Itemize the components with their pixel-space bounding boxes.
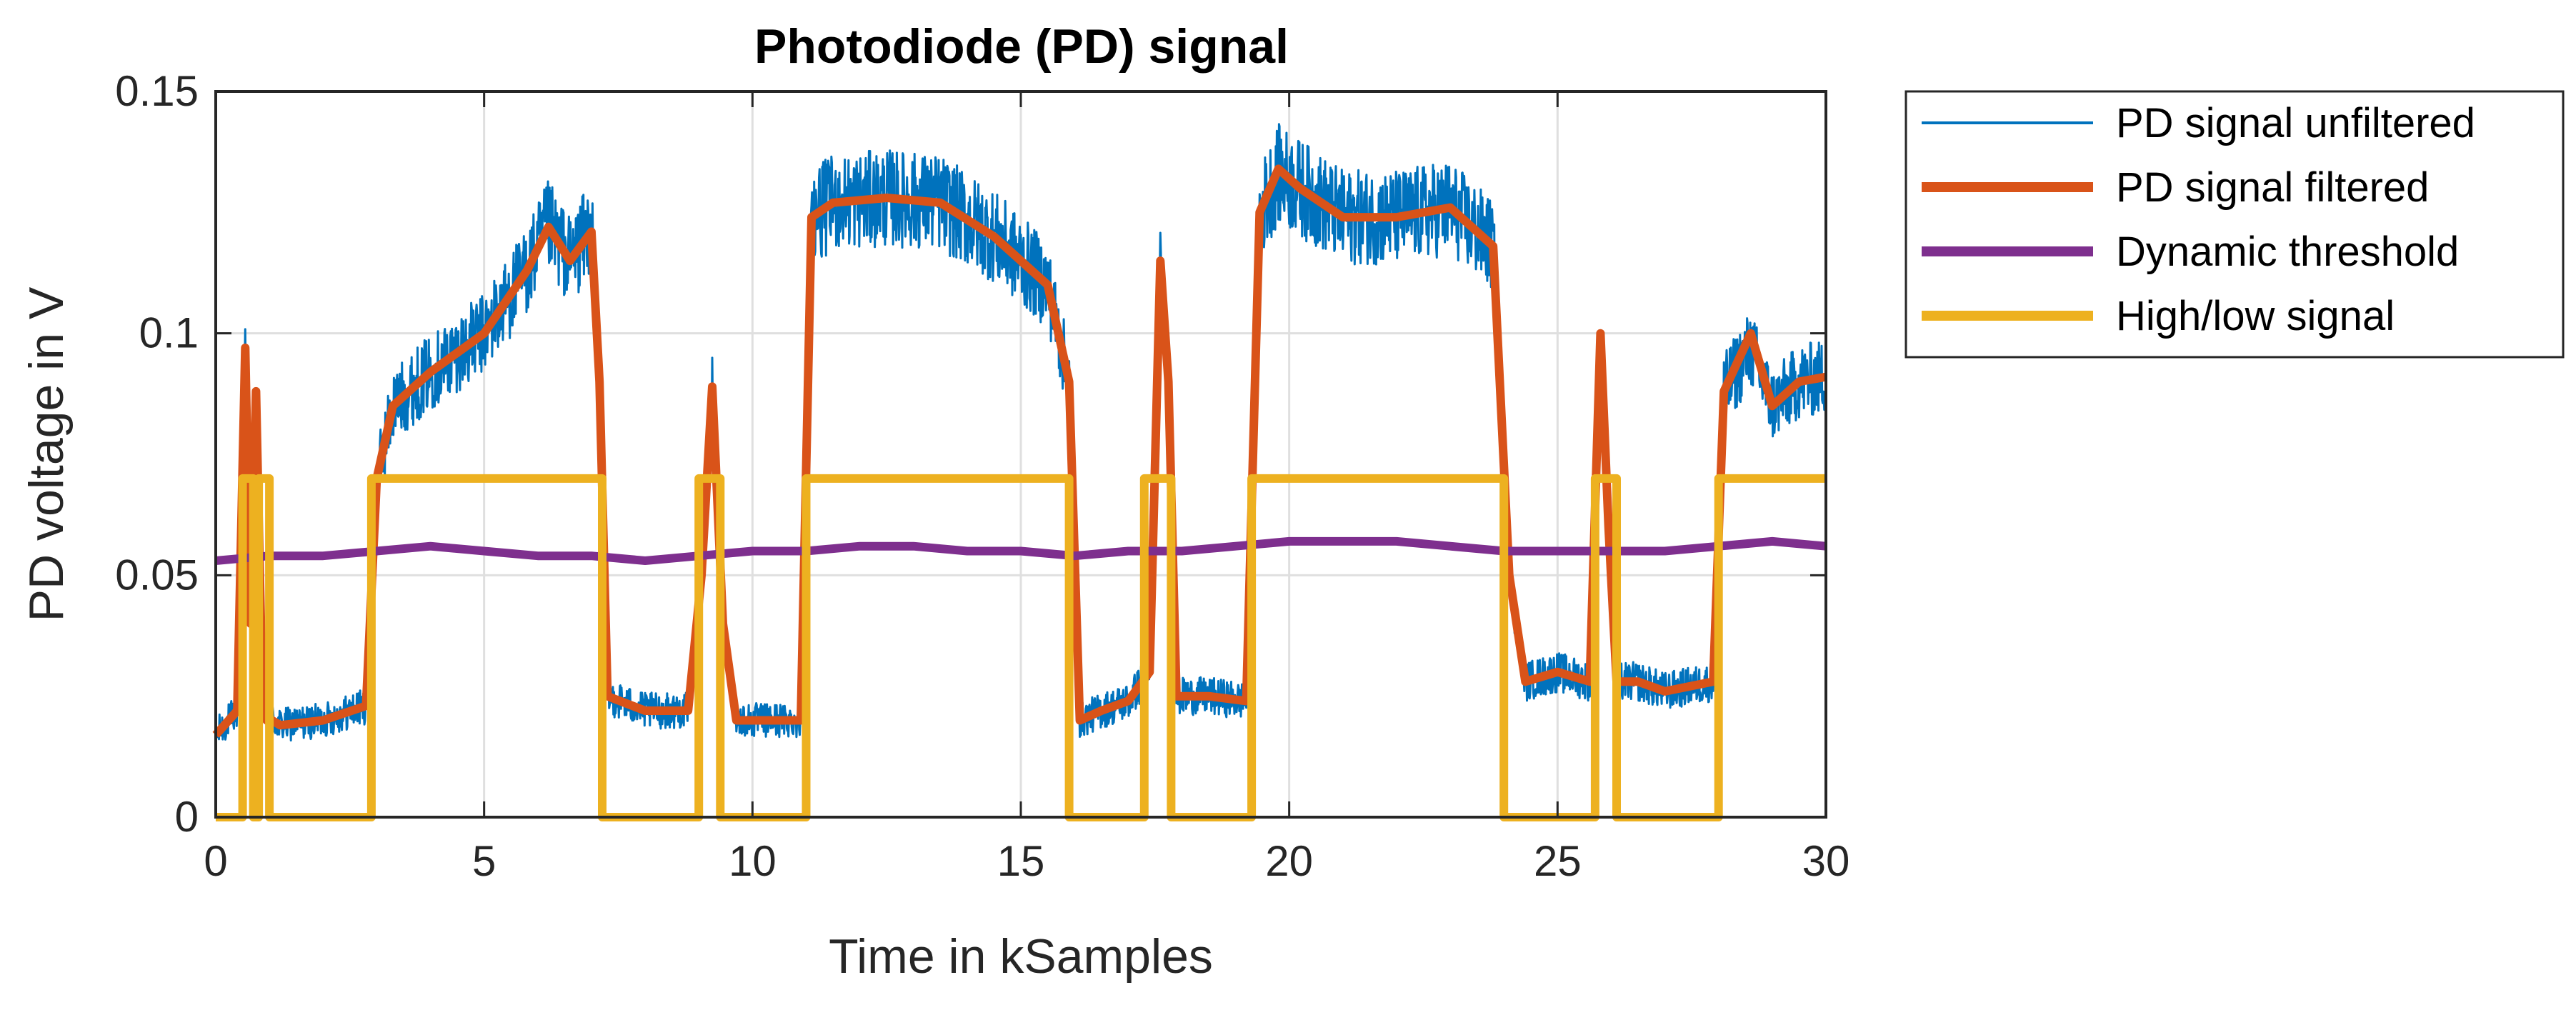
y-tick-label: 0.15 [115,67,199,115]
series-line-1 [214,123,1827,742]
series-layer [212,123,1827,821]
x-tick-label: 5 [472,837,496,885]
series-line-4 [216,474,1826,821]
x-axis-label: Time in kSamples [829,929,1213,984]
y-axis-label: PD voltage in V [19,286,74,621]
tick-labels: 0 5 10 15 20 25 30 0 0.05 0.1 0.15 [115,67,1849,885]
legend-label-4: High/low signal [2116,293,2395,339]
series-line-3 [215,536,1827,565]
x-tick-label: 30 [1802,837,1850,885]
axis-ticks [214,90,1827,819]
legend-label-2: PD signal filtered [2116,164,2429,211]
x-tick-label: 15 [997,837,1045,885]
x-tick-label: 20 [1265,837,1313,885]
y-tick-label: 0 [175,793,199,841]
x-tick-label: 0 [204,837,227,885]
legend-label-1: PD signal unfiltered [2116,100,2475,146]
y-tick-label: 0.05 [115,551,199,599]
legend-label-3: Dynamic threshold [2116,229,2459,275]
legend: PD signal unfiltered PD signal filtered Dy… [1904,90,2565,359]
x-tick-label: 10 [729,837,777,885]
y-tick-label: 0.1 [139,309,199,357]
chart-title: Photodiode (PD) signal [754,19,1289,74]
x-tick-label: 25 [1534,837,1582,885]
